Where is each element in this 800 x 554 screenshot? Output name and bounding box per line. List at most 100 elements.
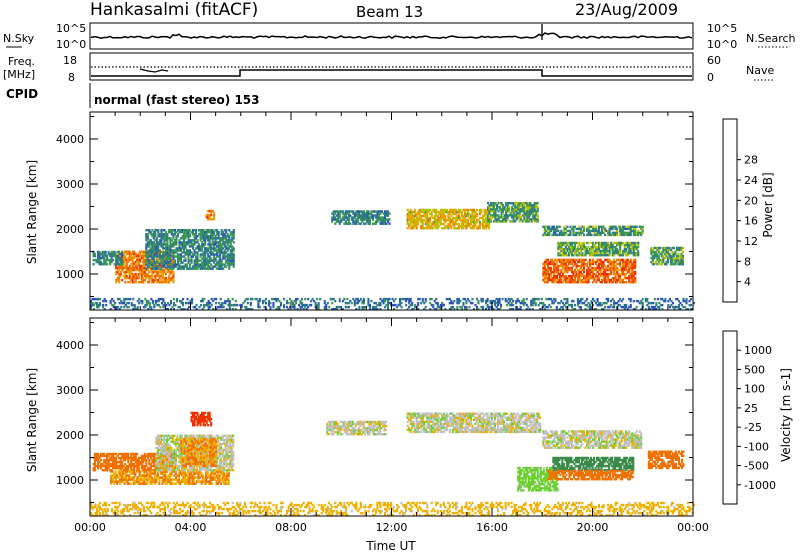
data-cell-power-11	[123, 305, 126, 309]
data-cell-power-9	[614, 278, 617, 282]
data-cell-power-11	[485, 308, 488, 311]
data-cell-power-10	[651, 258, 654, 262]
data-cell-power-11	[607, 299, 610, 303]
data-cell-power-2	[217, 235, 220, 238]
data-cell-power-6	[493, 208, 496, 211]
data-cell-power-4	[371, 216, 374, 219]
data-cell-power-7	[608, 233, 611, 237]
data-cell-power-5	[483, 220, 486, 224]
data-cell-power-2	[169, 249, 172, 252]
data-cell-power-0	[127, 252, 130, 255]
data-cell-power-6	[524, 220, 527, 223]
data-cell-power-2	[181, 267, 184, 270]
data-cell-power-0	[172, 258, 175, 262]
data-cell-power-7	[616, 231, 619, 235]
data-cell-power-4	[340, 218, 343, 221]
data-cell-power-11	[554, 297, 557, 301]
data-cell-power-11	[632, 308, 635, 311]
data-cell-power-5	[423, 227, 426, 230]
data-cell-velocity-0	[106, 458, 109, 462]
data-cell-power-5	[463, 218, 466, 222]
data-cell-power-0	[148, 278, 151, 282]
data-cell-power-0	[131, 274, 134, 278]
data-cell-power-7	[592, 225, 595, 228]
data-cell-power-6	[527, 214, 530, 217]
data-cell-velocity-0	[125, 464, 128, 468]
data-cell-power-11	[249, 308, 252, 311]
data-cell-power-2	[219, 243, 222, 246]
data-cell-power-4	[350, 216, 353, 219]
data-cell-power-6	[494, 210, 497, 213]
data-cell-power-2	[201, 241, 204, 244]
data-cell-power-2	[229, 255, 232, 258]
data-cell-power-2	[167, 231, 170, 234]
data-cell-power-9	[543, 278, 546, 282]
data-cell-power-6	[506, 202, 509, 205]
data-cell-power-5	[448, 224, 451, 228]
data-cell-velocity-0	[106, 466, 109, 470]
data-cell-power-2	[207, 263, 210, 266]
data-cell-power-9	[626, 270, 629, 274]
data-cell-velocity-0	[97, 462, 100, 466]
data-cell-power-2	[222, 235, 225, 238]
data-cell-power-11	[560, 299, 563, 303]
data-cell-power-11	[319, 297, 322, 301]
data-cell-power-0	[119, 270, 122, 274]
data-cell-power-1	[98, 256, 101, 260]
data-cell-power-2	[202, 261, 205, 264]
data-cell-velocity-1	[129, 476, 132, 479]
data-cell-power-3	[210, 209, 213, 213]
data-cell-power-5	[450, 208, 453, 212]
data-cell-power-5	[465, 220, 468, 224]
data-cell-power-11	[283, 297, 286, 301]
data-cell-power-8	[635, 251, 638, 255]
data-cell-power-7	[604, 233, 607, 237]
data-cell-power-11	[367, 303, 370, 307]
data-cell-power-2	[231, 257, 234, 260]
data-cell-power-7	[555, 225, 558, 228]
data-cell-power-2	[164, 251, 167, 254]
data-cell-power-6	[494, 212, 497, 215]
data-cell-power-9	[629, 281, 632, 284]
data-cell-power-9	[575, 272, 578, 276]
data-cell-power-2	[205, 235, 208, 238]
data-cell-power-5	[462, 220, 465, 224]
data-cell-power-2	[175, 237, 178, 240]
data-cell-power-0	[160, 270, 163, 274]
data-cell-power-2	[163, 243, 166, 246]
data-cell-power-2	[198, 229, 201, 232]
data-cell-power-10	[657, 248, 660, 252]
data-cell-power-2	[226, 233, 229, 236]
data-cell-power-5	[465, 212, 468, 216]
data-cell-power-2	[163, 255, 166, 258]
data-cell-power-0	[142, 281, 145, 284]
data-cell-power-2	[204, 235, 207, 238]
data-cell-power-10	[662, 248, 665, 252]
data-cell-power-5	[471, 227, 474, 230]
data-cell-power-10	[675, 246, 678, 250]
data-cell-power-11	[316, 297, 319, 301]
data-cell-power-2	[210, 263, 213, 266]
data-cell-power-9	[555, 266, 558, 270]
data-cell-power-5	[435, 220, 438, 224]
data-cell-power-6	[515, 218, 518, 221]
data-cell-power-2	[151, 267, 154, 270]
data-cell-power-11	[430, 297, 433, 301]
data-cell-power-2	[220, 239, 223, 242]
data-cell-power-7	[593, 231, 596, 235]
data-cell-power-1	[109, 254, 112, 258]
data-cell-power-5	[433, 222, 436, 226]
data-cell-power-6	[512, 208, 515, 211]
data-cell-power-5	[414, 212, 417, 216]
data-cell-power-1	[100, 260, 103, 264]
data-cell-power-9	[628, 260, 631, 264]
data-cell-power-9	[623, 281, 626, 284]
data-cell-power-11	[289, 305, 292, 309]
data-cell-power-2	[152, 235, 155, 238]
data-cell-power-5	[475, 227, 478, 230]
data-cell-power-7	[566, 233, 569, 237]
data-cell-velocity-1	[110, 474, 113, 477]
data-cell-power-11	[587, 305, 590, 309]
data-cell-power-2	[151, 247, 154, 250]
data-cell-power-2	[170, 233, 173, 236]
